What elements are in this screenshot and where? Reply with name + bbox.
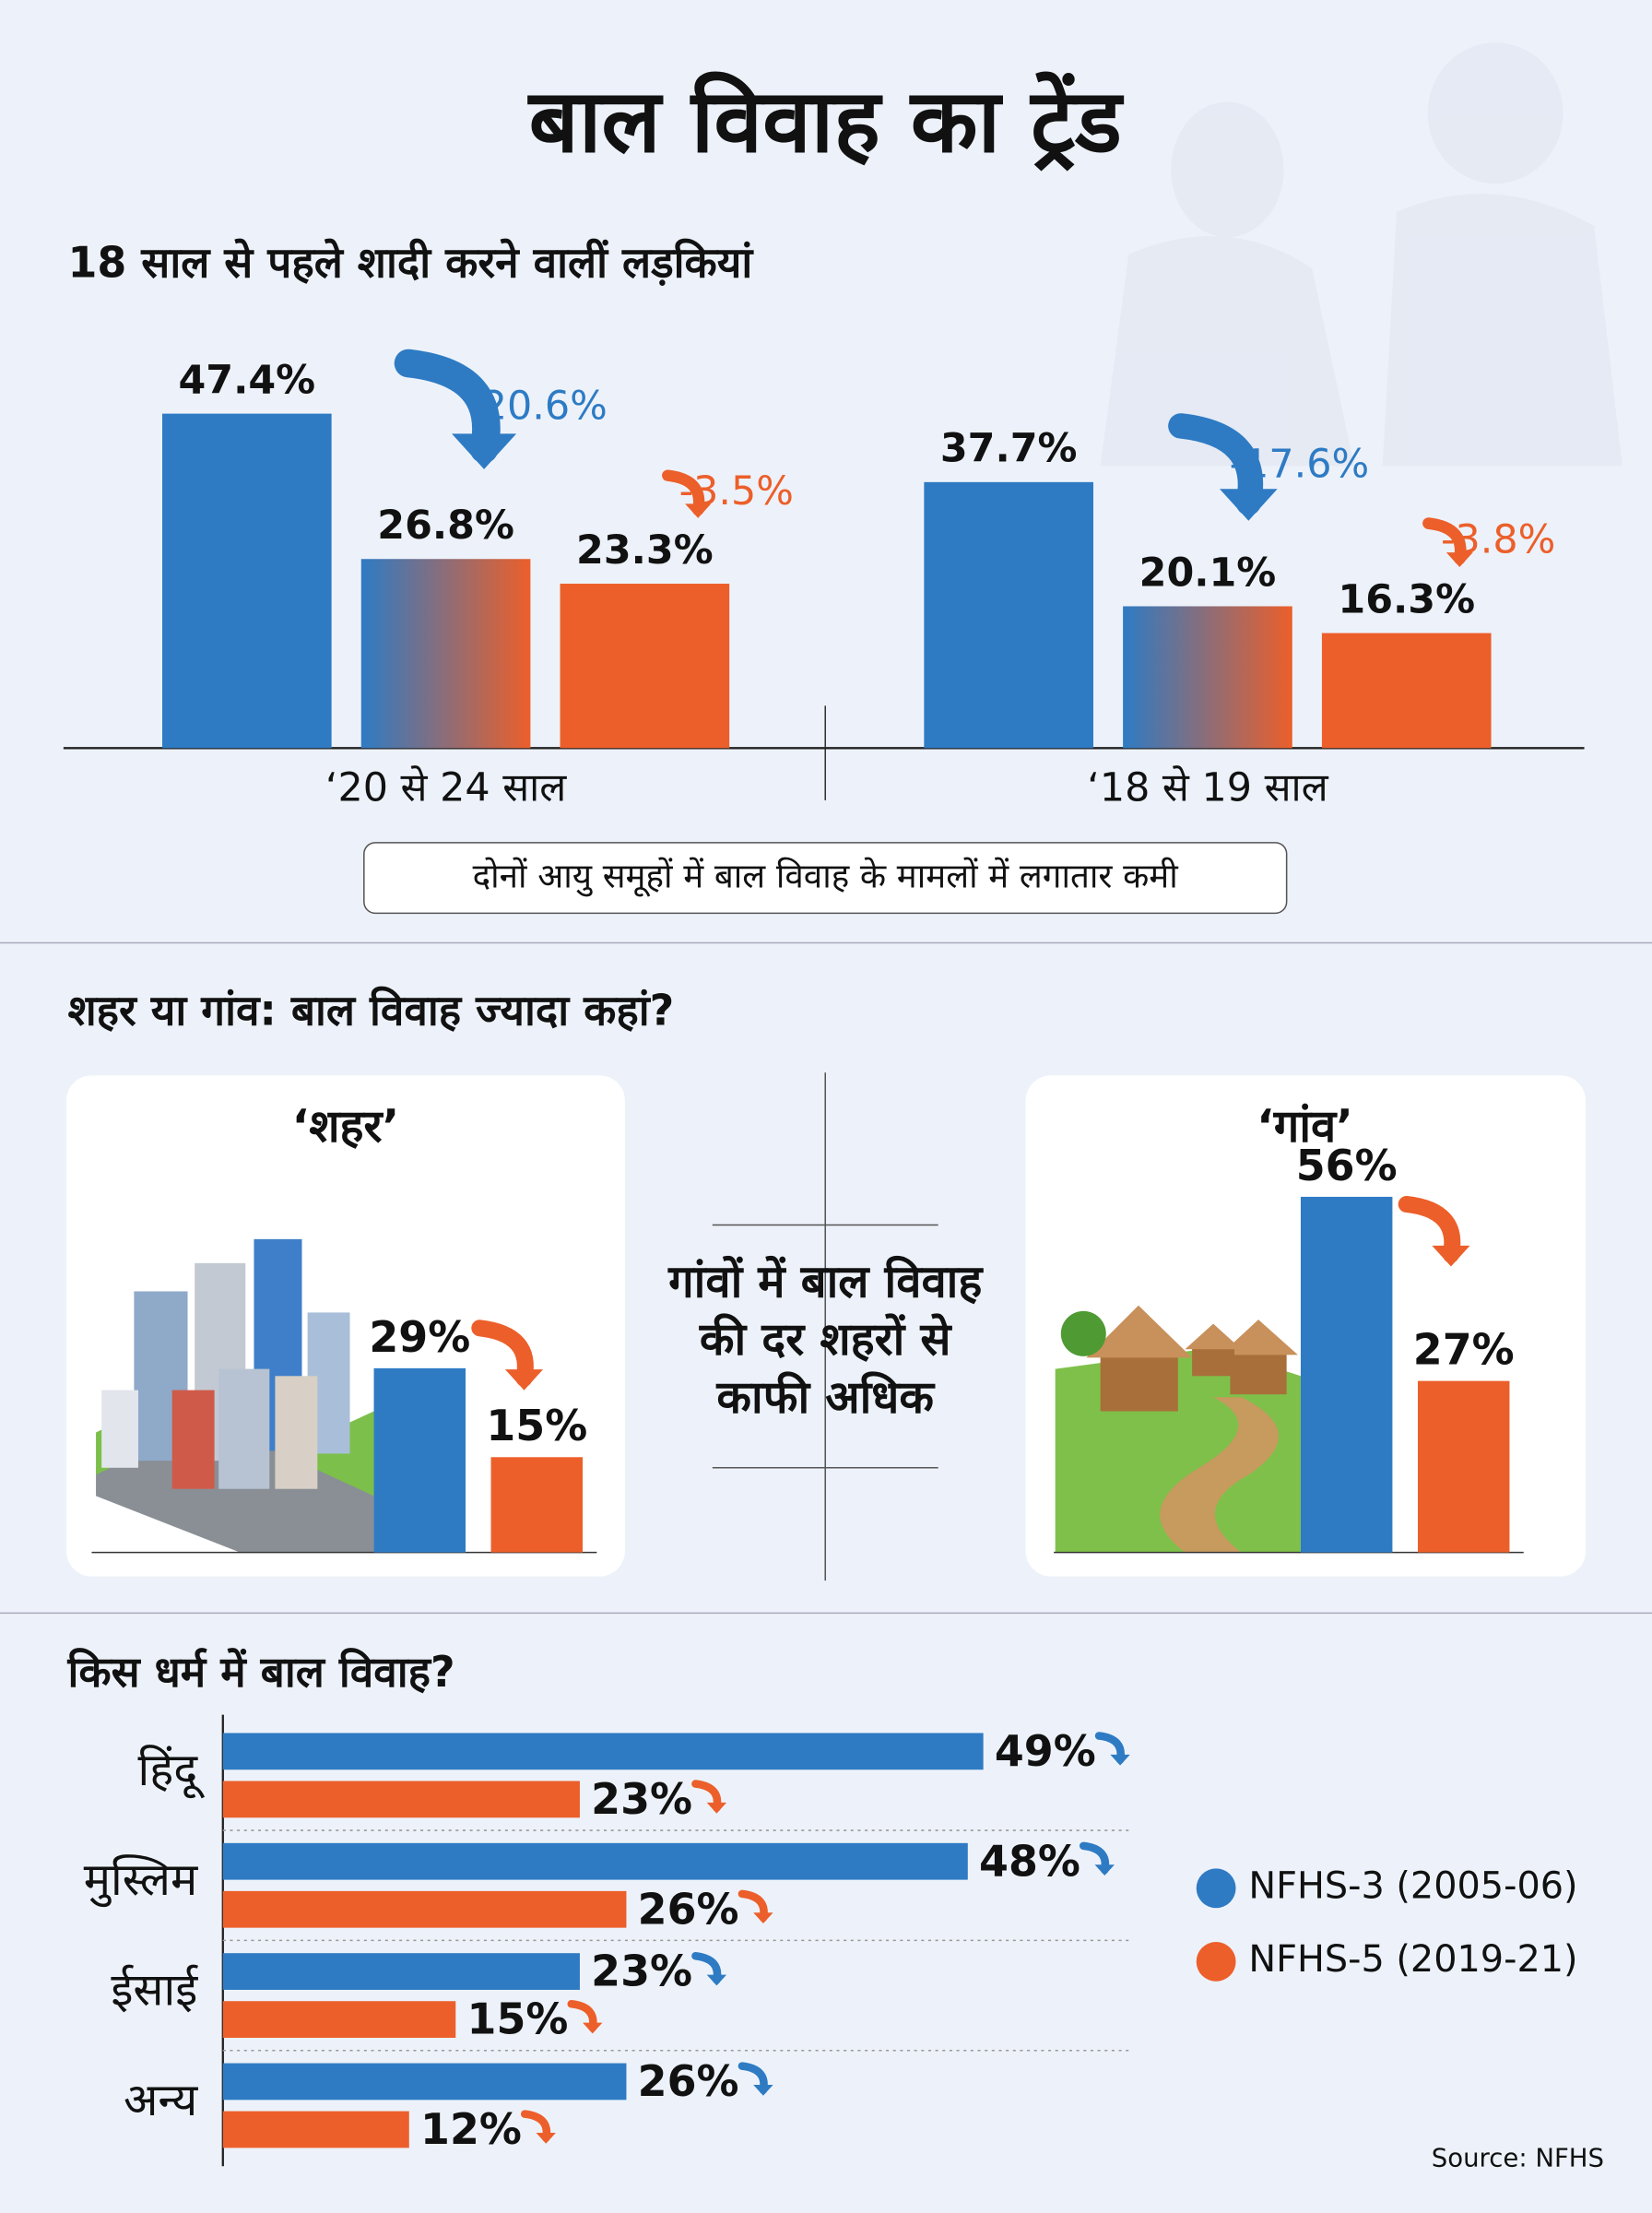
change-label: -20.6% xyxy=(467,384,608,430)
note: दोनों आयु समूहों में बाल विवाह के मामलों… xyxy=(473,857,1180,898)
arrow xyxy=(520,2110,556,2144)
arrow xyxy=(394,349,517,469)
x-tick-label: ‘18 से 19 साल xyxy=(1087,765,1328,811)
bar xyxy=(560,584,730,749)
bar xyxy=(222,2111,409,2148)
value-label: 23.3% xyxy=(576,527,714,574)
bar xyxy=(360,559,531,749)
bar xyxy=(490,1457,584,1553)
chart-title: किस धर्म में बाल विवाह? xyxy=(66,1647,454,1697)
note: काफी अधिक xyxy=(715,1371,936,1424)
arrow xyxy=(691,1780,727,1814)
change-label: -3.5% xyxy=(679,468,794,515)
chart-title: 18 साल से पहले शादी करने वालीं लड़कियां xyxy=(67,237,754,287)
legend-label: NFHS-3 (2005-06) xyxy=(1248,1864,1577,1907)
y-tick-label: ईसाई xyxy=(111,1964,198,2017)
arrow xyxy=(738,2062,773,2096)
arrow xyxy=(738,1889,773,1924)
x-tick-label: ‘20 से 24 साल xyxy=(325,765,567,811)
city-icon xyxy=(96,1238,374,1553)
value-label: 23% xyxy=(591,1947,692,1996)
bar xyxy=(1123,606,1292,749)
value-label: 49% xyxy=(995,1726,1096,1776)
bar xyxy=(1321,633,1492,749)
y-tick-label: अन्य xyxy=(124,2074,199,2126)
value-label: 47.4% xyxy=(179,357,316,403)
change-label: -3.8% xyxy=(1441,516,1555,562)
legend-swatch xyxy=(1196,1868,1236,1909)
arrow xyxy=(471,1320,544,1391)
village-icon xyxy=(1055,1305,1301,1553)
bar xyxy=(222,1733,984,1770)
chart-title: शहर या गांव: बाल विवाह ज्यादा कहां? xyxy=(67,985,674,1035)
value-label: 26% xyxy=(638,2056,739,2106)
arrow xyxy=(1398,1195,1470,1267)
bar xyxy=(161,413,332,749)
value-label: 27% xyxy=(1413,1325,1515,1375)
bar xyxy=(222,1781,580,1818)
change-label: -17.6% xyxy=(1230,442,1370,488)
arrow xyxy=(1094,1732,1130,1766)
bar xyxy=(924,481,1093,749)
note: गांवों में बाल विवाह xyxy=(667,1255,984,1308)
arrow xyxy=(567,1999,603,2034)
value-label: 48% xyxy=(979,1836,1080,1886)
value-label: 26.8% xyxy=(377,503,514,549)
note-box xyxy=(363,842,1288,915)
bar xyxy=(1300,1196,1393,1553)
legend-swatch xyxy=(1196,1941,1236,1982)
y-tick-label: हिंदू xyxy=(138,1744,206,1799)
bar xyxy=(222,1953,580,1990)
value-label: 12% xyxy=(420,2104,522,2154)
bar xyxy=(222,2063,627,2101)
value-label: 37.7% xyxy=(940,426,1078,472)
arrow xyxy=(1422,517,1473,567)
value-label: 29% xyxy=(369,1312,470,1362)
arrow xyxy=(662,469,712,518)
category-label: ‘गांव’ xyxy=(1257,1100,1353,1153)
arrow xyxy=(1168,413,1278,521)
value-label: 26% xyxy=(638,1884,739,1934)
bar xyxy=(1417,1380,1510,1553)
note: की दर शहरों से xyxy=(699,1313,952,1366)
bar xyxy=(222,1890,627,1928)
silhouette xyxy=(1100,42,1622,467)
value-label: 16.3% xyxy=(1338,576,1475,622)
bar xyxy=(222,1842,968,1880)
source: Source: NFHS xyxy=(1432,2144,1604,2173)
bar xyxy=(373,1367,466,1553)
legend-label: NFHS-5 (2019-21) xyxy=(1248,1938,1577,1981)
arrow xyxy=(691,1951,727,1986)
y-tick-label: मुस्लिम xyxy=(84,1853,198,1908)
category-label: ‘शहर’ xyxy=(292,1100,400,1153)
arrow xyxy=(1079,1841,1115,1876)
value-label: 15% xyxy=(467,1994,569,2044)
value-label: 56% xyxy=(1296,1141,1398,1190)
bar xyxy=(222,2001,456,2039)
value-label: 15% xyxy=(486,1401,587,1450)
value-label: 23% xyxy=(591,1774,692,1824)
main-title: बाल विवाह का ट्रेंड xyxy=(527,71,1125,172)
value-label: 20.1% xyxy=(1139,550,1277,596)
